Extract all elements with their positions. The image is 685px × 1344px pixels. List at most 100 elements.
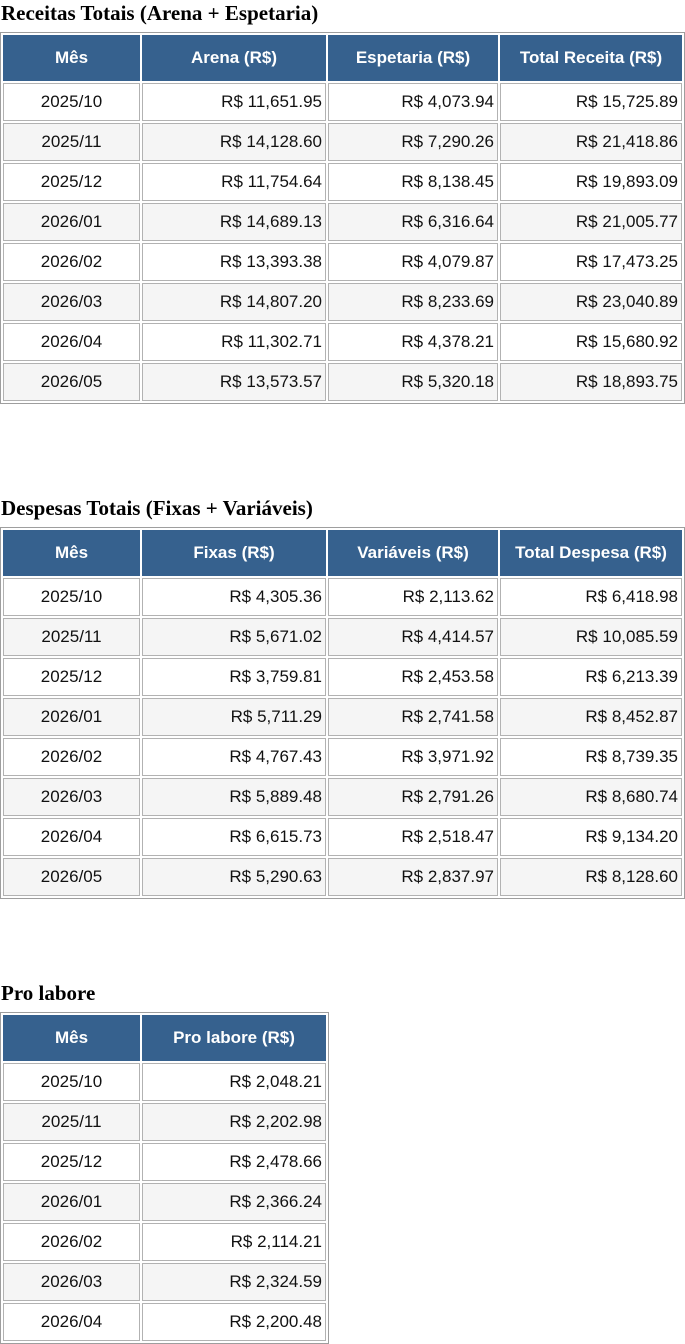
month-cell: 2025/10 [3, 1063, 140, 1101]
value-cell: R$ 19,893.09 [500, 163, 682, 201]
column-header: Espetaria (R$) [328, 35, 498, 81]
column-header: Total Despesa (R$) [500, 530, 682, 576]
value-cell: R$ 2,048.21 [142, 1063, 326, 1101]
value-cell: R$ 4,079.87 [328, 243, 498, 281]
value-cell: R$ 2,324.59 [142, 1263, 326, 1301]
table-row: 2025/11 R$ 5,671.02 R$ 4,414.57 R$ 10,085.5… [3, 618, 682, 656]
value-cell: R$ 13,573.57 [142, 363, 326, 401]
value-cell: R$ 11,302.71 [142, 323, 326, 361]
month-cell: 2025/11 [3, 123, 140, 161]
value-cell: R$ 3,759.81 [142, 658, 326, 696]
value-cell: R$ 14,807.20 [142, 283, 326, 321]
table-row: 2026/03 R$ 14,807.20 R$ 8,233.69 R$ 23,040.… [3, 283, 682, 321]
column-header: Arena (R$) [142, 35, 326, 81]
table-title: Pro labore [1, 981, 96, 1005]
month-cell: 2026/02 [3, 243, 140, 281]
month-cell: 2025/12 [3, 163, 140, 201]
month-cell: 2026/05 [3, 363, 140, 401]
month-cell: 2025/12 [3, 1143, 140, 1181]
value-cell: R$ 2,791.26 [328, 778, 498, 816]
month-cell: 2025/11 [3, 1103, 140, 1141]
value-cell: R$ 8,739.35 [500, 738, 682, 776]
table-row: 2026/05 R$ 13,573.57 R$ 5,320.18 R$ 18,893.… [3, 363, 682, 401]
value-cell: R$ 21,418.86 [500, 123, 682, 161]
column-header: Variáveis (R$) [328, 530, 498, 576]
value-cell: R$ 2,366.24 [142, 1183, 326, 1221]
table-row: 2025/12 R$ 11,754.64 R$ 8,138.45 R$ 19,893.… [3, 163, 682, 201]
value-cell: R$ 23,040.89 [500, 283, 682, 321]
data-table: Mês Fixas (R$) Variáveis (R$) Total Despesa… [0, 527, 685, 899]
value-cell: R$ 6,615.73 [142, 818, 326, 856]
value-cell: R$ 11,651.95 [142, 83, 326, 121]
value-cell: R$ 8,452.87 [500, 698, 682, 736]
value-cell: R$ 2,478.66 [142, 1143, 326, 1181]
table-row: 2026/02 R$ 4,767.43 R$ 3,971.92 R$ 8,739.35 [3, 738, 682, 776]
value-cell: R$ 21,005.77 [500, 203, 682, 241]
value-cell: R$ 13,393.38 [142, 243, 326, 281]
table-row: 2026/03 R$ 2,324.59 [3, 1263, 326, 1301]
value-cell: R$ 8,138.45 [328, 163, 498, 201]
value-cell: R$ 8,233.69 [328, 283, 498, 321]
table-row: 2026/05 R$ 5,290.63 R$ 2,837.97 R$ 8,128.60 [3, 858, 682, 896]
value-cell: R$ 2,114.21 [142, 1223, 326, 1261]
value-cell: R$ 6,213.39 [500, 658, 682, 696]
column-header: Mês [3, 35, 140, 81]
month-cell: 2025/11 [3, 618, 140, 656]
value-cell: R$ 8,128.60 [500, 858, 682, 896]
value-cell: R$ 4,378.21 [328, 323, 498, 361]
month-cell: 2026/01 [3, 698, 140, 736]
value-cell: R$ 15,680.92 [500, 323, 682, 361]
header-row: Mês Pro labore (R$) [3, 1015, 326, 1061]
value-cell: R$ 4,305.36 [142, 578, 326, 616]
month-cell: 2026/04 [3, 818, 140, 856]
table-section: Despesas Totais (Fixas + Variáveis) Mês Fi… [0, 496, 685, 899]
month-cell: 2026/04 [3, 1303, 140, 1341]
value-cell: R$ 4,767.43 [142, 738, 326, 776]
month-cell: 2025/10 [3, 83, 140, 121]
value-cell: R$ 11,754.64 [142, 163, 326, 201]
value-cell: R$ 2,200.48 [142, 1303, 326, 1341]
value-cell: R$ 14,689.13 [142, 203, 326, 241]
table-row: 2025/11 R$ 14,128.60 R$ 7,290.26 R$ 21,418.… [3, 123, 682, 161]
month-cell: 2026/02 [3, 738, 140, 776]
value-cell: R$ 4,414.57 [328, 618, 498, 656]
month-cell: 2026/04 [3, 323, 140, 361]
table-row: 2026/04 R$ 6,615.73 R$ 2,518.47 R$ 9,134.20 [3, 818, 682, 856]
table-row: 2025/12 R$ 3,759.81 R$ 2,453.58 R$ 6,213.39 [3, 658, 682, 696]
value-cell: R$ 8,680.74 [500, 778, 682, 816]
month-cell: 2026/02 [3, 1223, 140, 1261]
value-cell: R$ 4,073.94 [328, 83, 498, 121]
value-cell: R$ 2,113.62 [328, 578, 498, 616]
value-cell: R$ 6,316.64 [328, 203, 498, 241]
month-cell: 2025/12 [3, 658, 140, 696]
month-cell: 2026/03 [3, 283, 140, 321]
month-cell: 2026/05 [3, 858, 140, 896]
column-header: Pro labore (R$) [142, 1015, 326, 1061]
column-header: Mês [3, 530, 140, 576]
column-header: Total Receita (R$) [500, 35, 682, 81]
month-cell: 2026/03 [3, 1263, 140, 1301]
table-row: 2026/02 R$ 13,393.38 R$ 4,079.87 R$ 17,473.… [3, 243, 682, 281]
table-row: 2026/02 R$ 2,114.21 [3, 1223, 326, 1261]
value-cell: R$ 5,889.48 [142, 778, 326, 816]
value-cell: R$ 3,971.92 [328, 738, 498, 776]
value-cell: R$ 18,893.75 [500, 363, 682, 401]
header-row: Mês Fixas (R$) Variáveis (R$) Total Despesa… [3, 530, 682, 576]
value-cell: R$ 10,085.59 [500, 618, 682, 656]
column-header: Mês [3, 1015, 140, 1061]
table-row: 2025/10 R$ 11,651.95 R$ 4,073.94 R$ 15,725.… [3, 83, 682, 121]
month-cell: 2025/10 [3, 578, 140, 616]
table-row: 2026/01 R$ 14,689.13 R$ 6,316.64 R$ 21,005.… [3, 203, 682, 241]
table-title: Receitas Totais (Arena + Espetaria) [1, 1, 319, 25]
table-row: 2025/10 R$ 4,305.36 R$ 2,113.62 R$ 6,418.98 [3, 578, 682, 616]
value-cell: R$ 6,418.98 [500, 578, 682, 616]
value-cell: R$ 5,711.29 [142, 698, 326, 736]
value-cell: R$ 5,320.18 [328, 363, 498, 401]
table-row: 2025/10 R$ 2,048.21 [3, 1063, 326, 1101]
table-row: 2026/04 R$ 2,200.48 [3, 1303, 326, 1341]
table-section: Pro labore Mês Pro labore (R$) 2025/10 R$ 2,… [0, 981, 685, 1344]
value-cell: R$ 5,290.63 [142, 858, 326, 896]
value-cell: R$ 15,725.89 [500, 83, 682, 121]
month-cell: 2026/03 [3, 778, 140, 816]
